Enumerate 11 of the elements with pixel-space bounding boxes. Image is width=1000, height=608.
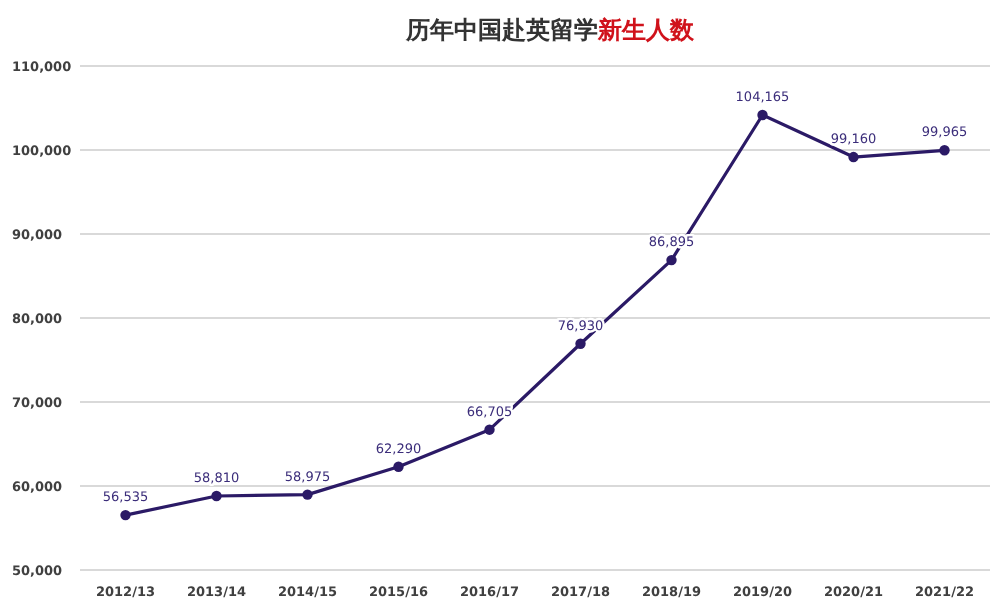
point	[666, 254, 677, 266]
chart-title: 历年中国赴英留学新生人数	[404, 16, 696, 44]
point	[939, 145, 950, 156]
point	[757, 109, 768, 121]
point	[393, 461, 404, 472]
point	[120, 509, 131, 521]
point	[302, 489, 313, 500]
point	[211, 490, 222, 502]
point	[848, 151, 859, 163]
point	[484, 424, 495, 435]
point	[575, 338, 586, 349]
